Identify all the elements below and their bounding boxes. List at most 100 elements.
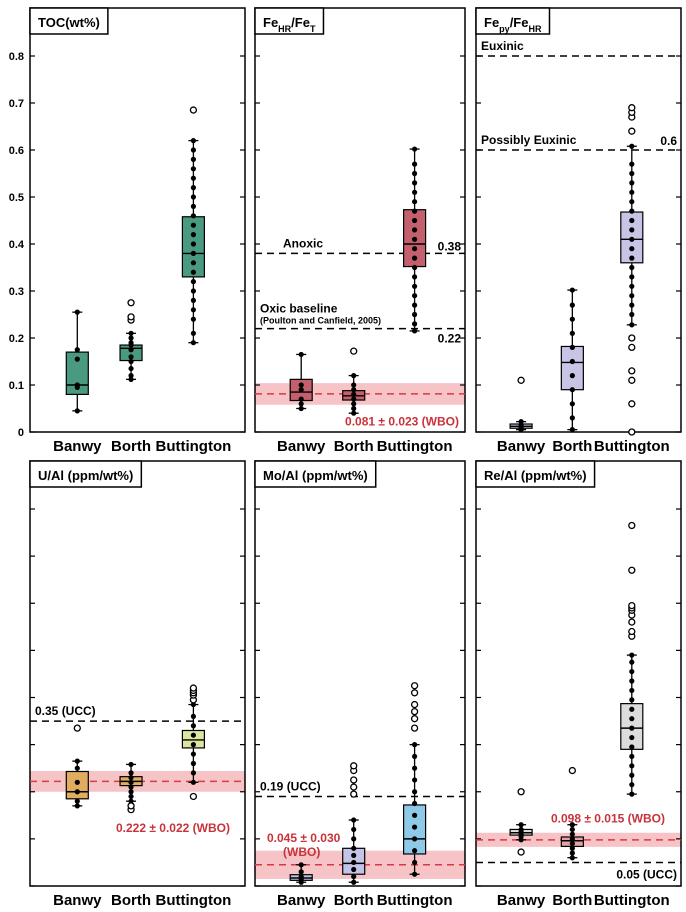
outlier-point	[189, 106, 198, 114]
data-point	[190, 250, 196, 256]
data-point	[190, 279, 196, 285]
outlier-point	[628, 104, 636, 112]
panel-frame	[475, 7, 682, 433]
panel-title: TOC(wt%)	[29, 7, 109, 35]
category-label: Borth	[111, 438, 151, 455]
category-label: Buttington	[377, 892, 453, 909]
data-point	[629, 687, 635, 694]
data-point	[190, 213, 196, 219]
box-borth	[560, 766, 584, 861]
data-point	[629, 716, 635, 722]
data-point	[629, 227, 635, 233]
y-tick-label: 0.1	[9, 380, 24, 392]
outlier-point	[628, 334, 636, 342]
data-point	[190, 222, 196, 228]
data-point	[190, 260, 196, 266]
data-point	[412, 836, 418, 842]
data-point	[128, 365, 134, 372]
panel-title-text: U/Al (ppm/wt%)	[38, 468, 133, 483]
panel-title-text: TOC(wt%)	[38, 15, 100, 30]
data-point	[351, 401, 357, 407]
data-point	[569, 822, 575, 828]
outlier-point	[628, 127, 636, 135]
data-point	[412, 800, 418, 807]
outlier-point	[628, 566, 636, 574]
data-point	[629, 293, 635, 299]
category-label: Buttington	[155, 438, 231, 455]
box-buttington	[181, 106, 205, 346]
data-point	[128, 789, 134, 795]
panel-6: Re/Al (ppm/wt%) 0.05 (UCC) 0.098 ± 0.015 (…	[475, 460, 682, 909]
data-point	[190, 175, 196, 181]
y-tick-label: 0	[18, 427, 24, 439]
data-point	[569, 287, 575, 293]
data-point	[629, 772, 635, 778]
data-point	[629, 302, 635, 308]
data-point	[74, 347, 80, 353]
data-point	[569, 415, 575, 421]
data-point	[351, 845, 357, 851]
data-point	[569, 836, 575, 842]
data-point	[629, 161, 635, 167]
data-point	[629, 734, 635, 741]
data-point	[629, 274, 635, 280]
data-point	[412, 848, 418, 854]
threshold-value-label: 0.6	[660, 134, 677, 148]
data-point	[190, 194, 196, 200]
panel-4: U/Al (ppm/wt%) 0.35 (UCC) 0.222 ± 0.022 (W…	[29, 460, 246, 909]
reference-label: 0.045 ± 0.030	[267, 831, 341, 845]
reference-label-2: (WBO)	[283, 845, 320, 859]
data-point	[190, 723, 196, 729]
data-point	[412, 236, 418, 242]
panel-2: FeHR/FeT Anoxic 0.38 Oxic baseline(Poulton …	[254, 7, 466, 455]
data-point	[190, 316, 196, 322]
threshold-label: 0.35 (UCC)	[35, 704, 96, 718]
data-point	[412, 859, 418, 866]
data-point	[412, 753, 418, 760]
data-point	[128, 775, 134, 781]
data-point	[569, 316, 575, 322]
data-point	[128, 770, 134, 776]
data-point	[569, 840, 575, 847]
outlier-point	[410, 715, 419, 723]
y-tick-label: 0.7	[9, 98, 24, 110]
data-point	[629, 697, 635, 703]
data-point	[351, 836, 357, 842]
threshold-sublabel: (Poulton and Canfield, 2005)	[260, 316, 381, 326]
data-point	[190, 732, 196, 738]
y-tick-label: 0.2	[9, 333, 24, 345]
data-point	[629, 659, 635, 665]
data-point	[74, 789, 80, 795]
threshold-value-label: 0.22	[438, 332, 462, 346]
panel-title-frame	[475, 460, 596, 488]
data-point	[74, 765, 80, 771]
outlier-point	[628, 601, 636, 610]
panel-title-text: Re/Al (ppm/wt%)	[484, 468, 587, 483]
data-point	[190, 166, 196, 172]
outlier-point	[568, 766, 576, 775]
y-tick-label: 0.6	[9, 145, 24, 157]
category-label: Borth	[552, 438, 592, 455]
panel-title-frame	[29, 7, 109, 35]
data-point	[412, 321, 418, 327]
outlier-point	[73, 724, 81, 732]
box-banwy	[65, 724, 89, 809]
panel-title: Fepy/FeHR	[475, 7, 551, 35]
data-point	[629, 217, 635, 224]
data-point	[298, 396, 304, 402]
data-point	[351, 410, 357, 416]
data-point	[412, 227, 418, 233]
data-point	[629, 311, 635, 318]
data-point	[351, 879, 357, 885]
data-point	[190, 297, 196, 303]
data-point	[412, 180, 418, 186]
box-banwy	[65, 309, 89, 414]
box-buttington	[620, 104, 644, 436]
panel-title-text: Fepy/FeHR	[484, 15, 542, 34]
data-point	[629, 668, 635, 675]
data-point	[128, 347, 134, 353]
threshold-label: Anoxic	[283, 236, 323, 250]
panel-title-text: FeHR/FeT	[263, 15, 316, 34]
data-point	[190, 779, 196, 785]
data-point	[351, 373, 357, 379]
